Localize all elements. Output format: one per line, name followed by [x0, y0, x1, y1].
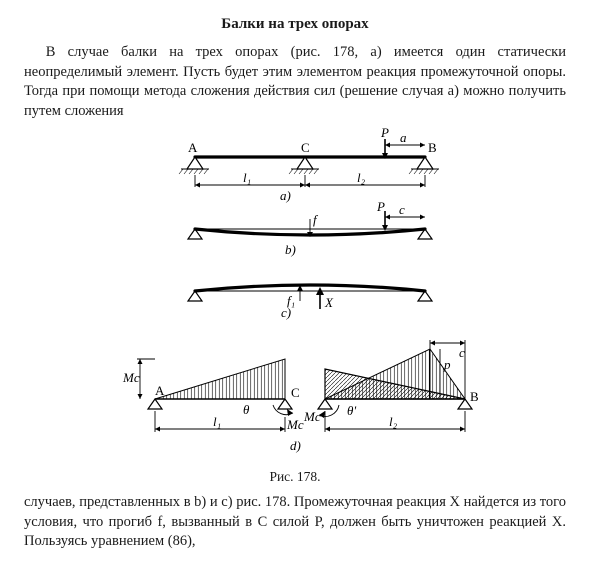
label-P-a: P — [380, 127, 389, 140]
label-a-dim: a — [400, 130, 407, 145]
label-Mc-d-left: Mc — [303, 409, 321, 424]
label-p-d: p — [443, 357, 451, 372]
label-B-a: B — [428, 140, 437, 155]
diagram-c: f₁ X c) — [188, 285, 432, 320]
diagram-d-left: Mc A C θ Mc l₁ — [122, 359, 304, 432]
label-P-b: P — [376, 199, 385, 214]
label-A-d: A — [155, 383, 165, 398]
label-l2-a: l₂ — [357, 170, 366, 185]
label-C-d: C — [291, 385, 300, 400]
label-c-b: c — [399, 202, 405, 217]
continuation-paragraph: случаев, представленных в b) и c) рис. 1… — [24, 493, 566, 552]
figure-svg: P a A C B l₁ — [95, 127, 495, 467]
label-B-d: B — [470, 389, 479, 404]
section-title: Балки на трех опорах — [24, 16, 566, 33]
figure-caption: Рис. 178. — [24, 469, 566, 485]
label-C-a: C — [301, 140, 310, 155]
intro-paragraph: В случае балки на трех опорах (рис. 178,… — [24, 43, 566, 121]
label-f-b: f — [313, 212, 319, 227]
diagram-b: f P c b) — [188, 199, 432, 257]
label-tag-c: c) — [281, 305, 291, 320]
label-Mc-left: Mc — [122, 370, 140, 385]
label-tag-d: d) — [290, 438, 301, 453]
label-l1-a: l₁ — [243, 170, 251, 185]
label-l2-d: l₂ — [389, 414, 398, 429]
figure-178: P a A C B l₁ — [24, 127, 566, 467]
label-Mc-d-right: Mc — [286, 417, 304, 432]
label-tag-a: a) — [280, 188, 291, 203]
label-A-a: A — [188, 140, 198, 155]
label-thetap-d: θ' — [347, 403, 356, 418]
label-tag-b: b) — [285, 242, 296, 257]
label-l1-d: l₁ — [213, 414, 221, 429]
label-c-d: c — [459, 345, 465, 360]
diagram-a: P a A C B l₁ — [179, 127, 439, 203]
diagram-d-right: p c θ' Mc B — [303, 340, 479, 432]
label-theta-d: θ — [243, 402, 250, 417]
label-X-c: X — [324, 295, 334, 310]
